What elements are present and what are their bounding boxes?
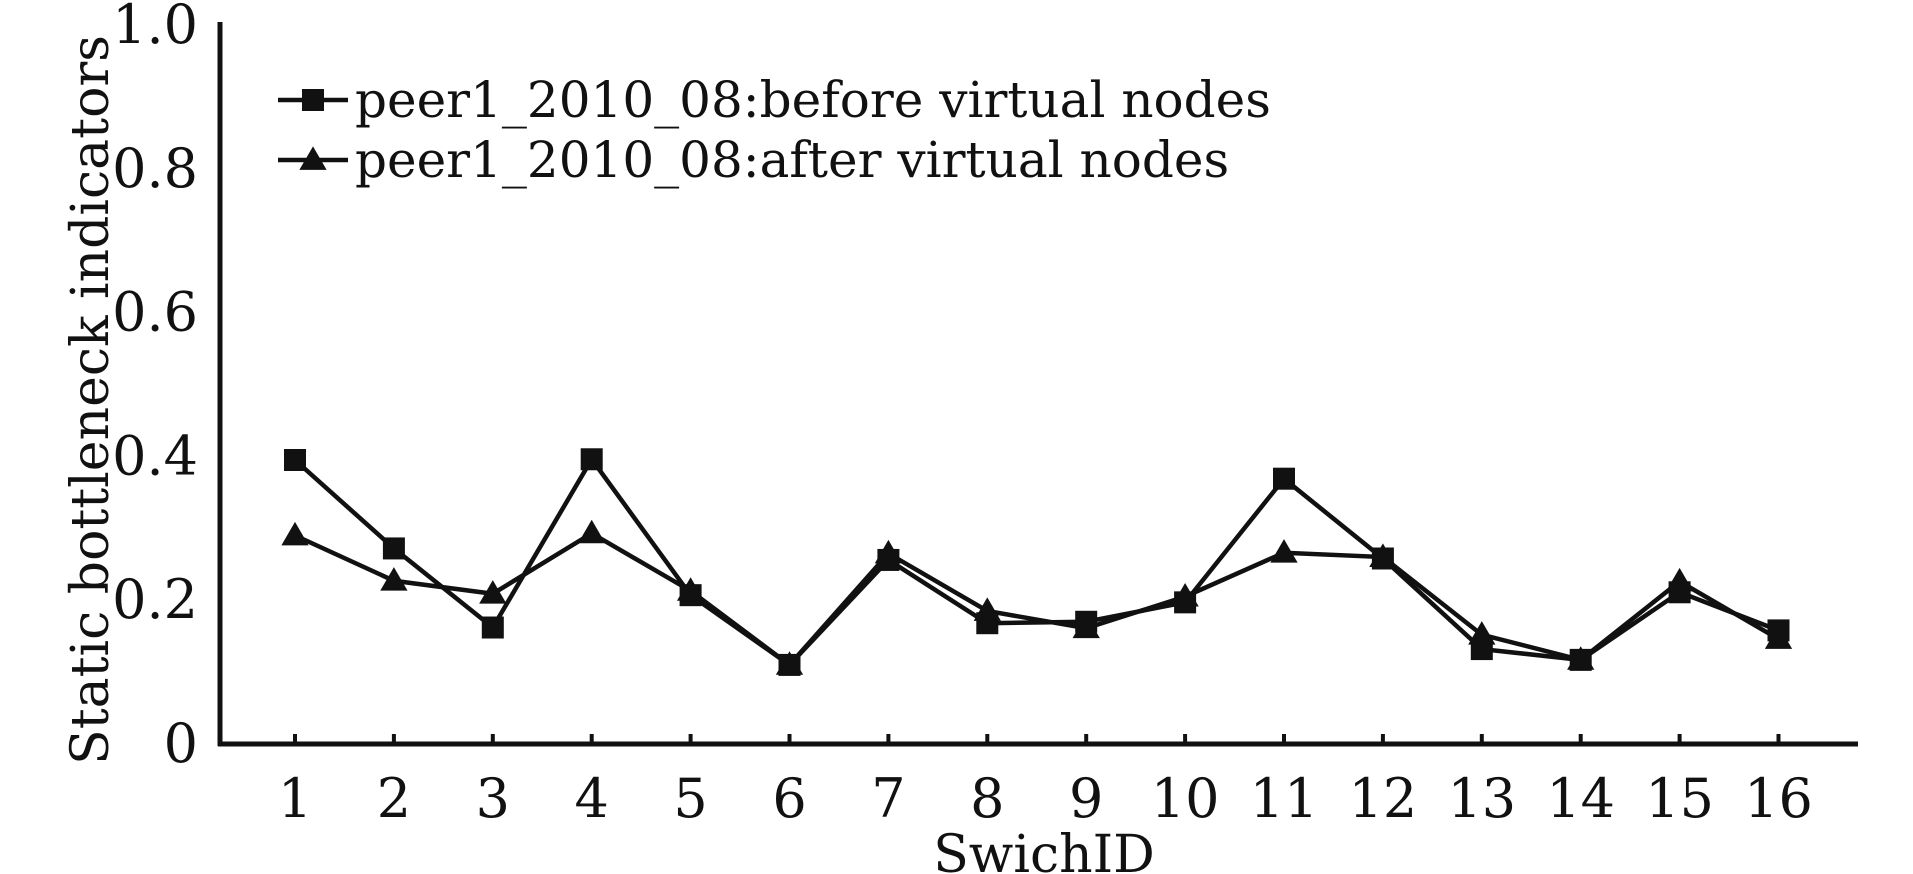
x-tick-label: 11 (1250, 767, 1319, 830)
y-tick-label: 0.6 (112, 281, 198, 344)
series-layer (281, 448, 1793, 676)
data-point-triangle (1072, 614, 1100, 639)
x-tick-label: 4 (575, 767, 609, 830)
data-point-triangle (973, 597, 1001, 621)
x-tick-label: 5 (673, 767, 707, 830)
data-point-triangle (775, 651, 804, 675)
legend-label-after: peer1_2010_08:after virtual nodes (355, 131, 1229, 189)
data-point-triangle (1468, 621, 1496, 645)
legend-square-marker (302, 89, 324, 111)
data-point-square (580, 448, 603, 471)
x-tick-label: 1 (278, 767, 312, 830)
data-point-triangle (1171, 582, 1199, 607)
data-point-square (382, 537, 405, 560)
legend-label-before: peer1_2010_08:before virtual nodes (355, 71, 1271, 129)
x-tick-label: 10 (1151, 767, 1220, 830)
x-tick-label: 15 (1645, 767, 1714, 830)
data-point-triangle (1270, 539, 1298, 563)
data-point-triangle (1764, 625, 1793, 649)
x-tick-label: 8 (970, 767, 1004, 830)
x-axis-title: SwichID (933, 825, 1155, 874)
data-point-square (284, 448, 306, 471)
legend-triangle-marker (299, 146, 327, 170)
x-tick-label: 7 (871, 767, 905, 830)
series-line (293, 455, 1780, 668)
legend-item-before: peer1_2010_08:before virtual nodes (278, 71, 1271, 129)
y-tick-label: 0.8 (112, 137, 198, 200)
x-tick-label: 2 (377, 767, 411, 830)
data-point-triangle (281, 521, 309, 546)
y-tick-label: 0 (164, 712, 198, 775)
y-ticks: 0 0.2 0.4 0.6 0.8 1.0 (112, 0, 198, 775)
legend: peer1_2010_08:before virtual nodes peer1… (278, 71, 1271, 189)
data-point-triangle (380, 567, 408, 591)
x-tick-label: 12 (1349, 767, 1418, 830)
x-tick-label: 16 (1744, 767, 1813, 830)
legend-item-after: peer1_2010_08:after virtual nodes (278, 131, 1229, 189)
x-tick-label: 13 (1447, 767, 1516, 830)
x-ticks: 1 2 3 4 5 6 7 8 9 10 11 12 13 14 15 16 (278, 734, 1813, 830)
data-point-triangle (479, 580, 507, 604)
y-tick-label: 0.2 (112, 568, 198, 631)
x-tick-label: 9 (1069, 767, 1103, 830)
series-after (281, 519, 1793, 675)
series-before (284, 448, 1790, 676)
data-point-triangle (874, 539, 903, 564)
x-tick-label: 6 (772, 767, 806, 830)
x-tick-label: 3 (476, 767, 510, 830)
data-point-triangle (1567, 646, 1595, 670)
data-point-square (1273, 467, 1295, 490)
data-point-triangle (578, 519, 606, 544)
data-point-triangle (1369, 543, 1397, 567)
y-tick-label: 1.0 (112, 0, 198, 56)
data-point-triangle (676, 577, 705, 601)
x-tick-label: 14 (1546, 767, 1615, 830)
y-tick-label: 0.4 (112, 424, 198, 487)
data-point-triangle (1665, 567, 1694, 592)
data-point-square (481, 616, 504, 639)
y-axis-title: Static bottleneck indicators (61, 35, 121, 765)
series-line (294, 530, 1780, 668)
